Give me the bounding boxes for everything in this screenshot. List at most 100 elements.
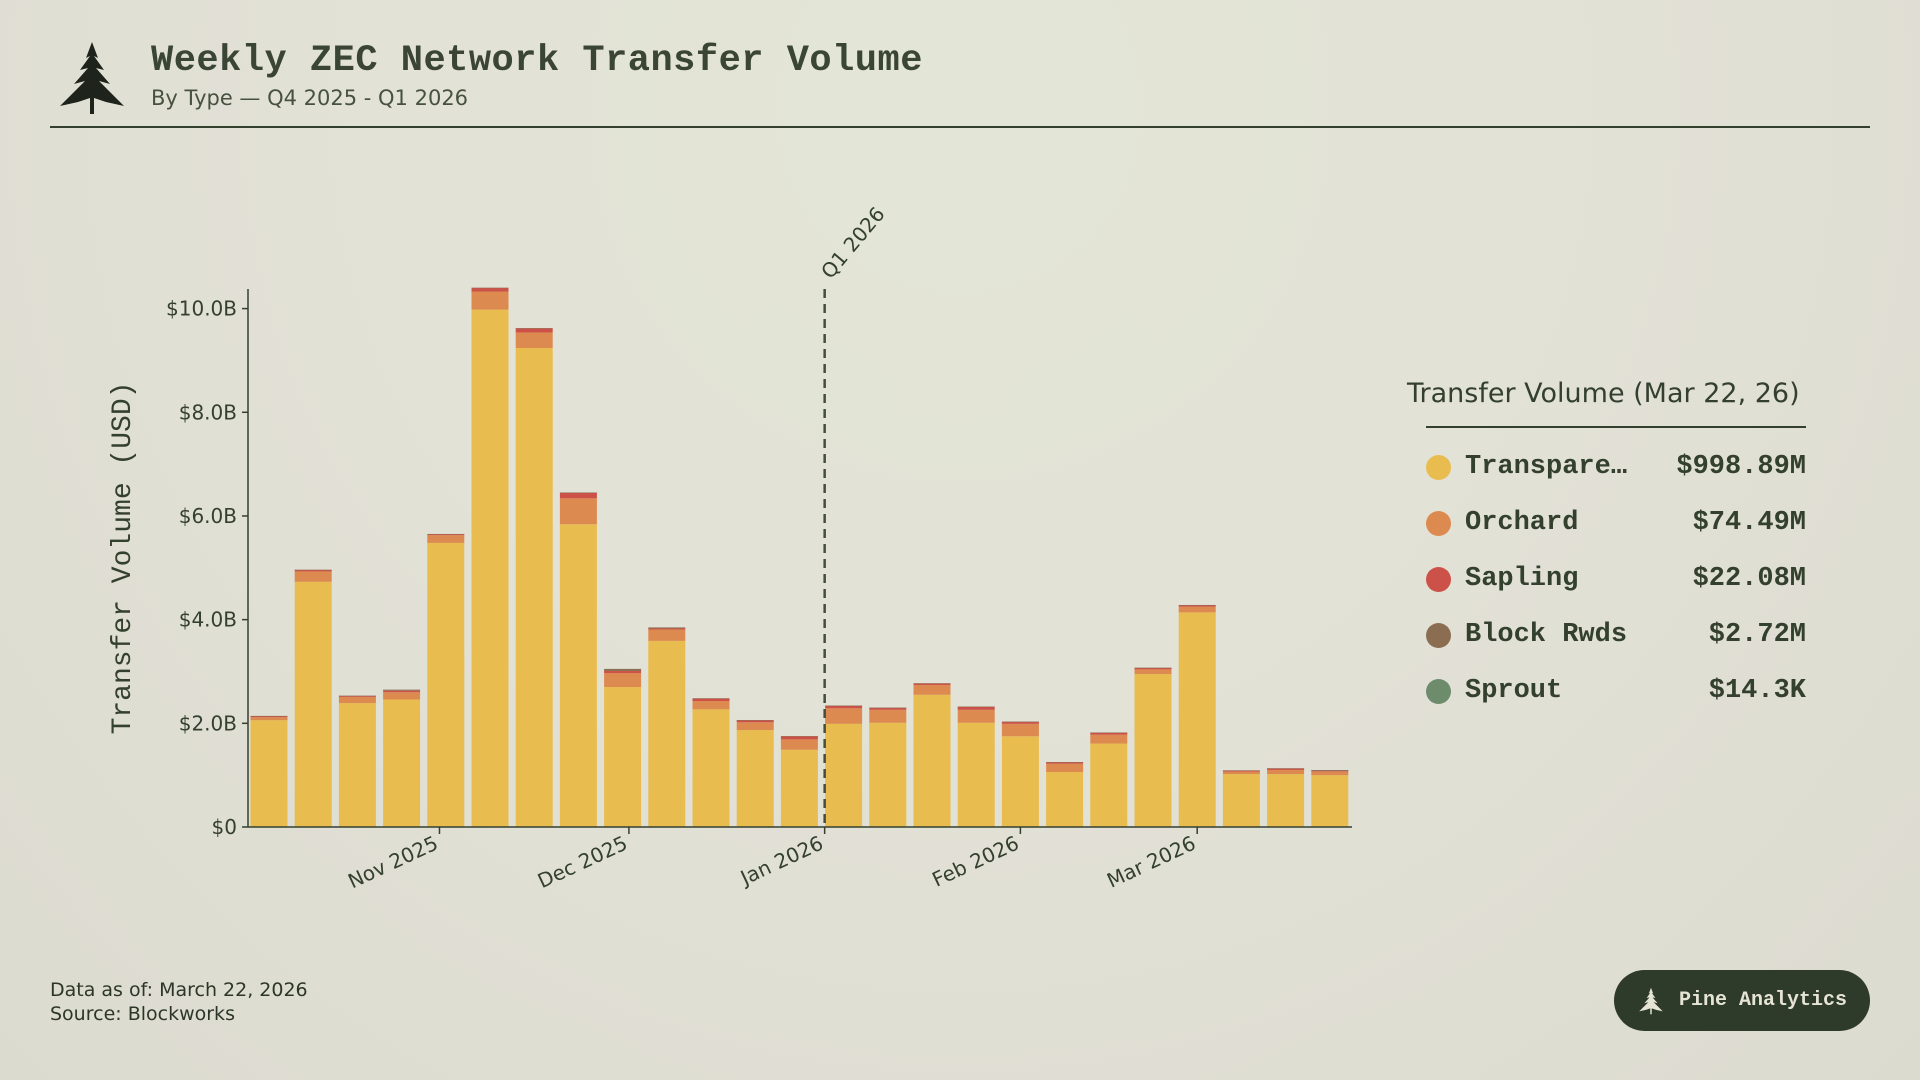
bar-segment-orchard (1046, 763, 1084, 773)
x-tick-label: Dec 2025 (534, 831, 631, 893)
bar-segment-transparent (913, 694, 951, 827)
bar-segment-block-rwds (1222, 770, 1260, 771)
bar-segment-transparent (1222, 774, 1260, 827)
legend-title: Transfer Volume (Mar 22, 26) (1407, 378, 1800, 409)
bar-segment-sprout (1311, 770, 1349, 771)
bar-segment-sapling (825, 705, 863, 709)
bar-segment-block-rwds (1046, 762, 1084, 763)
legend-value: $2.72M (1708, 620, 1806, 650)
x-tick-label: Nov 2025 (344, 831, 441, 893)
badge-label: Pine Analytics (1678, 989, 1848, 1012)
x-tick-label: Mar 2026 (1103, 831, 1199, 893)
bar-segment-sapling (471, 287, 509, 292)
bar-segment-block-rwds (692, 698, 730, 699)
legend-value: $74.49M (1692, 508, 1806, 538)
bar-segment-sapling (1090, 732, 1128, 735)
legend-label: Orchard (1465, 508, 1579, 538)
legend-label: Sapling (1465, 564, 1579, 594)
legend-value: $14.3K (1708, 676, 1806, 706)
bar-segment-transparent (515, 347, 553, 827)
bar-segment-sapling (869, 707, 907, 710)
bar-segment-orchard (692, 701, 730, 710)
bar-segment-block-rwds (1090, 732, 1128, 733)
bar-segment-block-rwds (825, 705, 863, 707)
bar-segment-sapling (294, 569, 332, 572)
bar-segment-orchard (780, 739, 818, 750)
legend-dot-icon (1426, 454, 1451, 480)
bar-segment-transparent (294, 581, 332, 827)
bars-group (250, 287, 1349, 827)
bar-segment-orchard (1178, 606, 1216, 613)
bar-segment-sapling (604, 670, 642, 674)
footer: Data as of: March 22, 2026 Source: Block… (50, 978, 308, 1026)
bar-segment-block-rwds (604, 668, 642, 671)
bar-segment-block-rwds (515, 328, 553, 329)
legend-divider (1426, 426, 1806, 428)
bar-segment-sapling (559, 492, 597, 499)
page-title: Weekly ZEC Network Transfer Volume (151, 40, 923, 82)
pine-analytics-badge: Pine Analytics (1614, 970, 1870, 1031)
pine-tree-icon (1639, 987, 1663, 1014)
bar-segment-orchard (1090, 734, 1128, 744)
bar-segment-orchard (1311, 771, 1349, 776)
legend-dot-icon (1426, 678, 1451, 704)
bar-segment-block-rwds (780, 736, 818, 737)
bar-segment-sapling (957, 706, 995, 710)
bar-segment-orchard (250, 717, 288, 721)
bar-segment-orchard (383, 692, 421, 700)
x-ticks: Nov 2025 Dec 2025 Jan 2026 Feb 2026 Mar 2026 (344, 827, 1199, 893)
bar-segment-orchard (957, 709, 995, 723)
bar-segment-block-rwds (471, 287, 509, 289)
bar-segment-transparent (1134, 674, 1172, 827)
bar-segment-sapling (338, 695, 376, 697)
legend-item: Sprout $14.3K (1426, 671, 1806, 711)
bar-segment-sapling (1178, 605, 1216, 607)
bar-segment-block-rwds (559, 492, 597, 493)
bar-segment-orchard (471, 291, 509, 310)
bar-segment-sapling (427, 534, 465, 536)
y-tick-label: $4.0B (179, 608, 237, 632)
bar-segment-orchard (1267, 769, 1305, 775)
bar-segment-sapling (692, 698, 730, 702)
bar-segment-transparent (957, 722, 995, 827)
bar-segment-transparent (559, 524, 597, 827)
legend-dot-icon (1426, 622, 1451, 648)
bar-segment-sapling (1134, 667, 1172, 670)
bar-segment-block-rwds (648, 627, 686, 629)
bar-segment-orchard (648, 629, 686, 641)
bar-segment-orchard (604, 673, 642, 688)
bar-segment-orchard (338, 696, 376, 704)
bar-segment-block-rwds (869, 707, 907, 709)
q1-annotation-label: Q1 2026 (816, 202, 889, 283)
y-axis-title: Transfer Volume (USD) (108, 382, 139, 735)
y-tick-label: $10.0B (166, 297, 237, 321)
bar-segment-orchard (825, 708, 863, 724)
bar-segment-sapling (1267, 768, 1305, 770)
bar-segment-sapling (1001, 721, 1039, 724)
bar-segment-sapling (250, 716, 288, 718)
bar-segment-sapling (736, 720, 774, 723)
y-tick-label: $6.0B (179, 504, 237, 528)
y-tick-label: $2.0B (179, 711, 237, 735)
bar-segment-block-rwds (250, 715, 288, 717)
bar-segment-block-rwds (383, 689, 421, 691)
bar-segment-sapling (383, 690, 421, 693)
bar-segment-sapling (648, 628, 686, 630)
bar-segment-transparent (1178, 612, 1216, 827)
bar-segment-transparent (338, 703, 376, 827)
legend-label: Transpare… (1465, 452, 1628, 482)
bar-segment-block-rwds (1134, 667, 1172, 669)
y-tick-label: $8.0B (179, 400, 237, 424)
bar-segment-sapling (1046, 762, 1084, 764)
legend-value: $998.89M (1676, 452, 1806, 482)
bar-segment-orchard (913, 684, 951, 695)
bar-segment-transparent (1001, 736, 1039, 827)
bar-segment-orchard (1134, 669, 1172, 675)
bar-segment-transparent (604, 687, 642, 827)
bar-segment-sapling (515, 328, 553, 333)
page-subtitle: By Type — Q4 2025 - Q1 2026 (151, 86, 469, 110)
bar-segment-transparent (427, 542, 465, 827)
bar-segment-transparent (692, 709, 730, 827)
bar-segment-block-rwds (338, 695, 376, 697)
